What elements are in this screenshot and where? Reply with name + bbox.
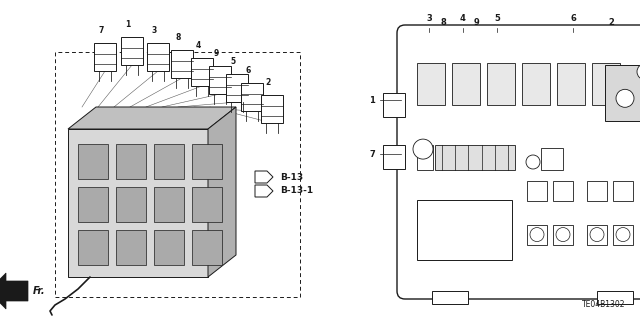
Bar: [557, 63, 585, 105]
Bar: [383, 145, 405, 169]
Text: 9: 9: [474, 18, 480, 27]
Bar: [417, 200, 512, 260]
Bar: [553, 225, 573, 245]
Text: 5: 5: [494, 14, 500, 23]
Bar: [78, 187, 108, 222]
Text: 8: 8: [175, 33, 180, 42]
Polygon shape: [0, 273, 28, 309]
Bar: [452, 63, 480, 105]
Bar: [435, 145, 515, 170]
Bar: [116, 144, 146, 179]
Bar: [209, 66, 231, 94]
Bar: [417, 63, 445, 105]
Text: 3: 3: [152, 26, 157, 35]
Text: 3: 3: [426, 14, 432, 23]
Bar: [541, 148, 563, 170]
Circle shape: [616, 227, 630, 241]
Circle shape: [590, 227, 604, 241]
Bar: [587, 225, 607, 245]
Bar: [94, 43, 116, 71]
Bar: [527, 181, 547, 201]
Bar: [417, 145, 433, 170]
Bar: [55, 52, 300, 297]
Text: 4: 4: [195, 41, 200, 50]
Bar: [226, 74, 248, 102]
Text: 4: 4: [460, 14, 466, 23]
Bar: [597, 291, 633, 304]
Polygon shape: [208, 107, 236, 277]
Bar: [592, 63, 620, 105]
Polygon shape: [68, 107, 236, 129]
Text: 6: 6: [570, 14, 576, 23]
Bar: [522, 63, 550, 105]
Bar: [154, 144, 184, 179]
Text: 7: 7: [369, 150, 375, 159]
Bar: [605, 65, 640, 121]
Bar: [587, 181, 607, 201]
Bar: [553, 181, 573, 201]
Circle shape: [526, 155, 540, 169]
Text: 5: 5: [230, 57, 236, 66]
Bar: [241, 83, 263, 111]
Text: 6: 6: [245, 66, 251, 75]
Circle shape: [530, 227, 544, 241]
Circle shape: [637, 64, 640, 80]
Bar: [432, 291, 468, 304]
Bar: [527, 225, 547, 245]
Circle shape: [413, 139, 433, 159]
Text: Fr.: Fr.: [33, 286, 45, 296]
Text: B-13: B-13: [280, 173, 303, 182]
Text: 2: 2: [266, 78, 271, 87]
Text: 9: 9: [213, 49, 219, 58]
FancyBboxPatch shape: [397, 25, 640, 299]
Circle shape: [556, 227, 570, 241]
Bar: [191, 58, 213, 86]
Bar: [154, 230, 184, 265]
Bar: [154, 187, 184, 222]
Bar: [192, 144, 222, 179]
Text: 1: 1: [369, 96, 375, 105]
Bar: [171, 50, 193, 78]
Bar: [261, 95, 283, 123]
Text: TE04B1302: TE04B1302: [582, 300, 625, 309]
Polygon shape: [68, 129, 208, 277]
Bar: [383, 93, 405, 117]
Circle shape: [616, 89, 634, 107]
Text: B-13-1: B-13-1: [280, 187, 313, 196]
Text: 8: 8: [440, 18, 446, 27]
Text: 1: 1: [125, 20, 131, 29]
Bar: [613, 225, 633, 245]
Polygon shape: [255, 185, 273, 197]
Bar: [147, 43, 169, 71]
Polygon shape: [255, 171, 273, 183]
Bar: [116, 187, 146, 222]
Text: 7: 7: [99, 26, 104, 35]
Bar: [78, 144, 108, 179]
Bar: [192, 187, 222, 222]
Bar: [487, 63, 515, 105]
Bar: [613, 181, 633, 201]
Bar: [78, 230, 108, 265]
Bar: [192, 230, 222, 265]
Text: 2: 2: [608, 18, 614, 27]
Bar: [116, 230, 146, 265]
Bar: [121, 37, 143, 65]
